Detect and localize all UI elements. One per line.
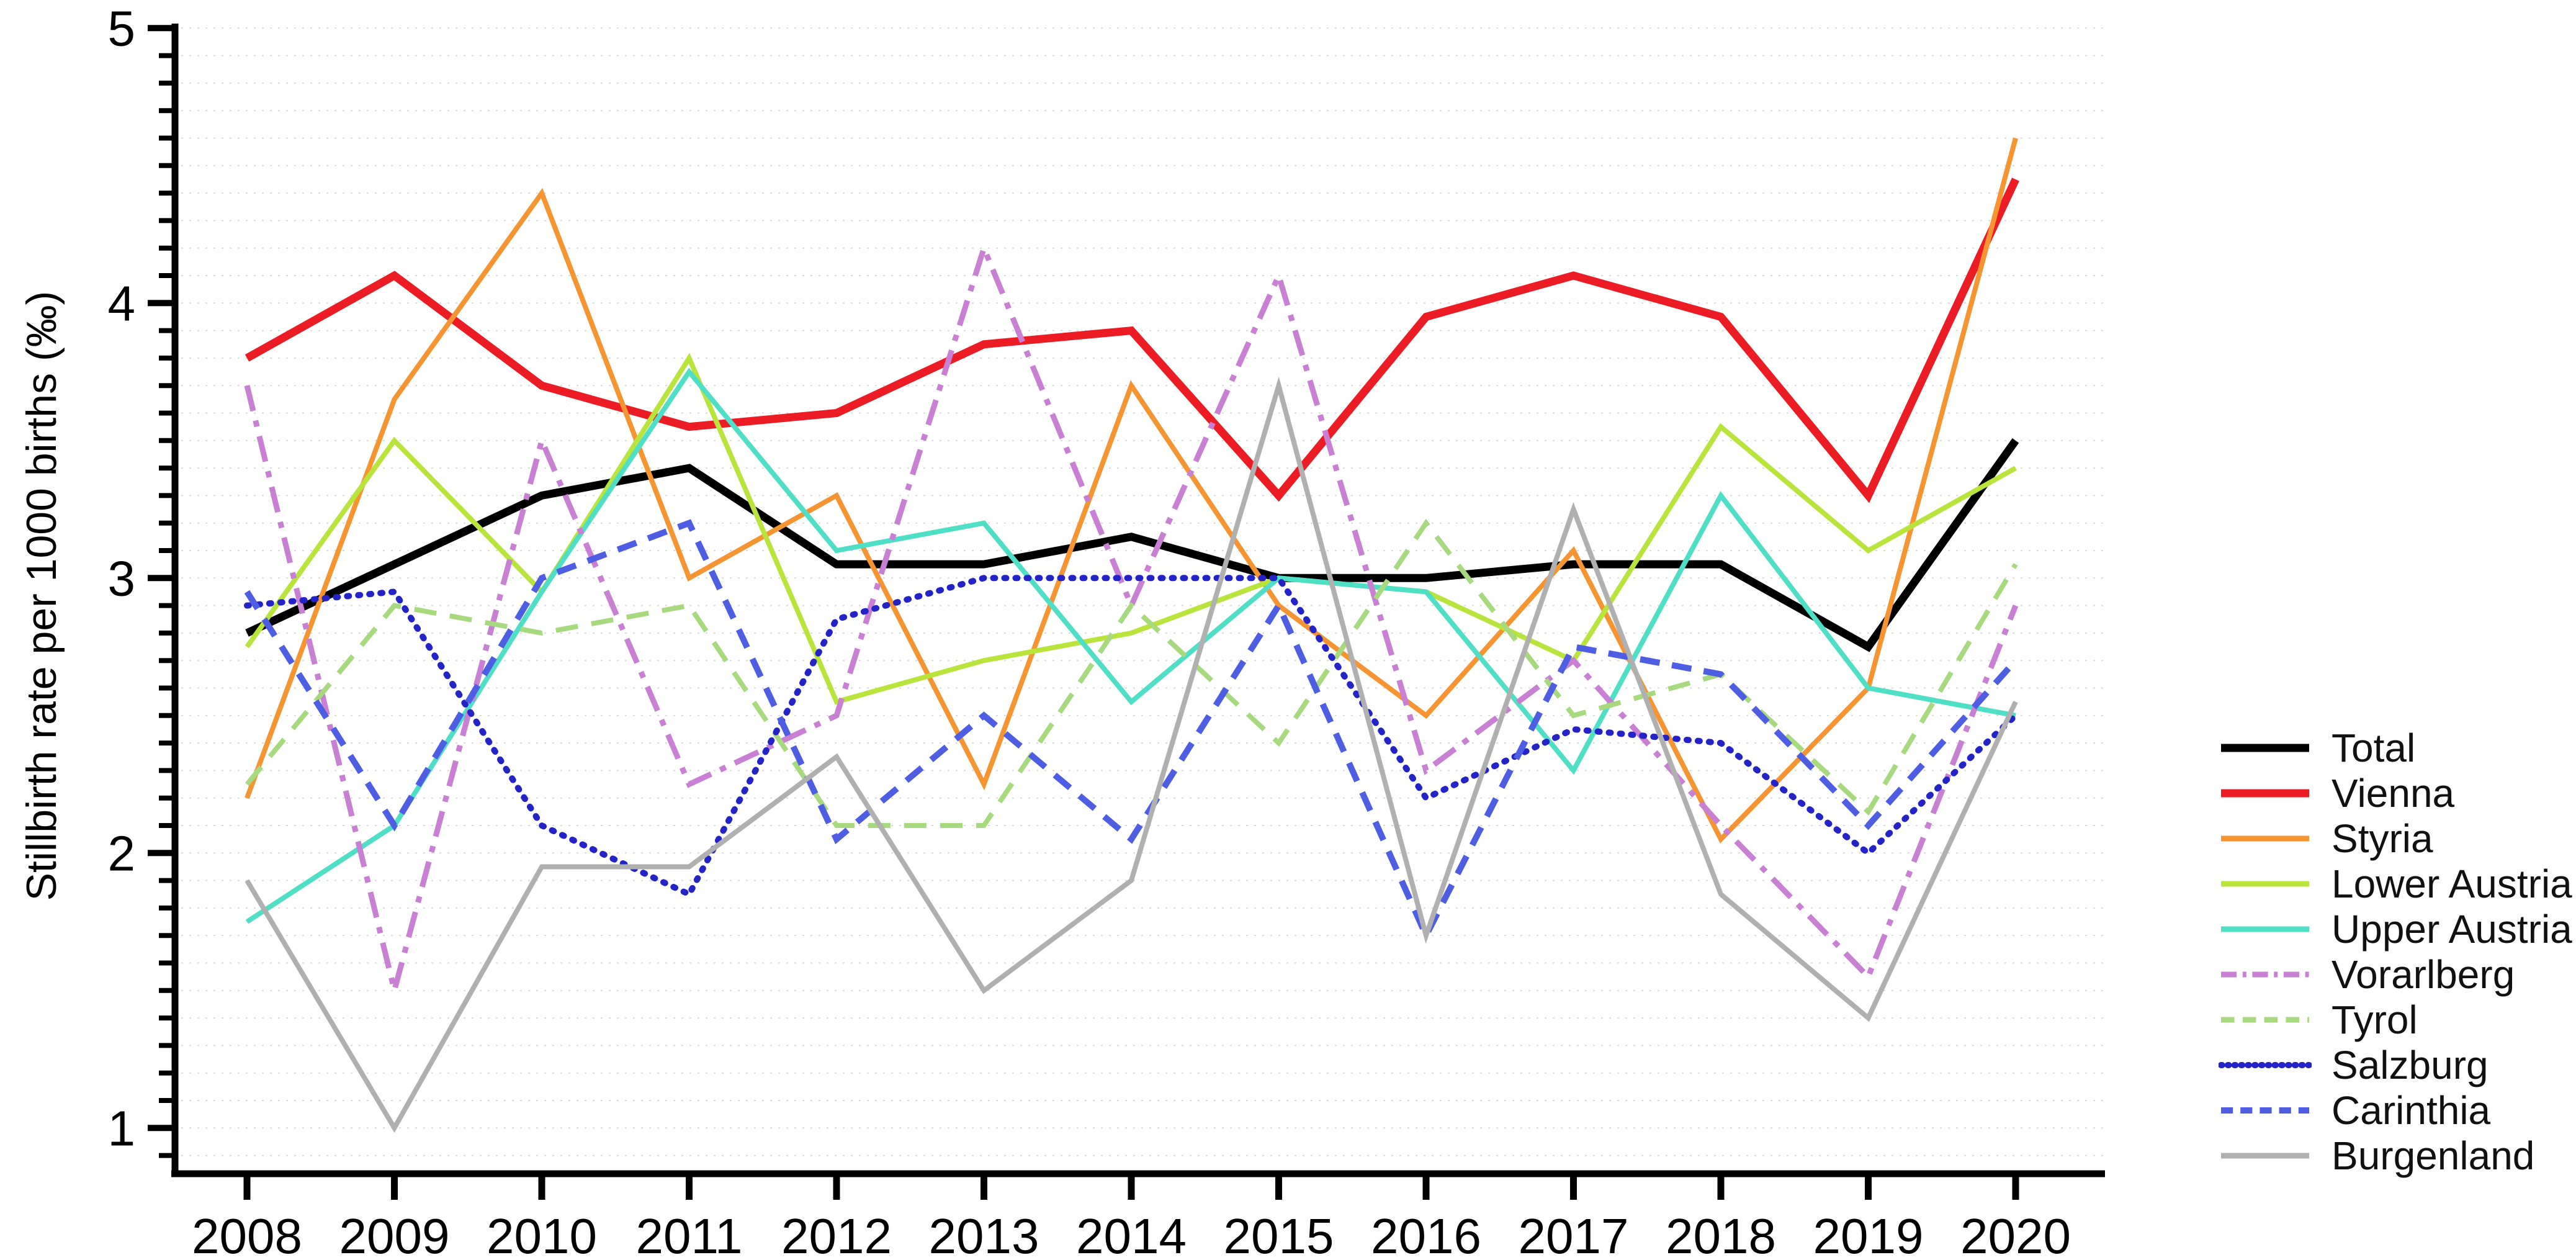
y-tick-label: 5 bbox=[108, 1, 136, 56]
legend-label: Vorarlberg bbox=[2331, 952, 2515, 997]
series-burgenland bbox=[245, 376, 2018, 1133]
legend-line-sample bbox=[2221, 789, 2309, 798]
legend-item-vorarlberg: Vorarlberg bbox=[2219, 952, 2572, 997]
legend-item-upper-austria: Upper Austria bbox=[2219, 906, 2572, 952]
x-tick-label: 2012 bbox=[781, 1208, 892, 1260]
legend-label: Styria bbox=[2331, 816, 2433, 861]
series-upper-austria bbox=[245, 367, 2016, 924]
legend-item-lower-austria: Lower Austria bbox=[2219, 861, 2572, 906]
x-tick-label: 2009 bbox=[339, 1208, 450, 1260]
legend-label: Lower Austria bbox=[2331, 861, 2572, 906]
x-tick-label: 2017 bbox=[1519, 1208, 1629, 1260]
legend: Total Vienna Styria Lower Austria Upper Aust… bbox=[2219, 725, 2572, 1178]
legend-item-burgenland: Burgenland bbox=[2219, 1133, 2572, 1178]
x-tick-label: 2011 bbox=[635, 1208, 742, 1260]
legend-label: Upper Austria bbox=[2331, 906, 2572, 952]
legend-line-sample bbox=[2221, 1017, 2309, 1023]
legend-label: Salzburg bbox=[2331, 1042, 2488, 1087]
x-tick-label: 2015 bbox=[1224, 1208, 1334, 1260]
legend-line-sample bbox=[2219, 1062, 2312, 1068]
legend-label: Vienna bbox=[2331, 770, 2455, 816]
x-tick-label: 2014 bbox=[1076, 1208, 1187, 1260]
x-tick-label: 2008 bbox=[192, 1208, 302, 1260]
x-tick-label: 2019 bbox=[1813, 1208, 1924, 1260]
legend-line-sample bbox=[2221, 744, 2309, 752]
legend-line-sample bbox=[2221, 1107, 2309, 1114]
legend-label: Carinthia bbox=[2331, 1087, 2491, 1133]
legend-label: Total bbox=[2331, 725, 2416, 770]
series-carinthia bbox=[244, 519, 2018, 943]
x-tick-label: 2020 bbox=[1960, 1208, 2071, 1260]
y-axis-title: Stillbirth rate per 1000 births (‰) bbox=[18, 291, 65, 901]
legend-item-vienna: Vienna bbox=[2219, 770, 2572, 816]
series-salzburg bbox=[244, 575, 2019, 899]
legend-item-tyrol: Tyrol bbox=[2219, 997, 2572, 1042]
series-total bbox=[245, 438, 2019, 652]
x-tick-label: 2016 bbox=[1371, 1208, 1481, 1260]
legend-line-sample bbox=[2221, 1153, 2309, 1159]
legend-line-sample bbox=[2221, 881, 2309, 887]
x-tick-label: 2013 bbox=[929, 1208, 1039, 1260]
y-tick-label: 4 bbox=[108, 276, 136, 331]
legend-line-sample bbox=[2221, 835, 2309, 842]
series-styria bbox=[245, 137, 2018, 844]
legend-item-total: Total bbox=[2219, 725, 2572, 770]
y-tick-label: 2 bbox=[108, 826, 136, 881]
legend-label: Burgenland bbox=[2331, 1133, 2535, 1178]
y-tick-label: 3 bbox=[108, 551, 136, 606]
y-tick-label: 1 bbox=[108, 1100, 136, 1156]
legend-line-sample bbox=[2221, 971, 2309, 978]
legend-item-carinthia: Carinthia bbox=[2219, 1087, 2572, 1133]
x-tick-label: 2010 bbox=[487, 1208, 597, 1260]
series-vienna bbox=[245, 178, 2019, 503]
series-lower-austria bbox=[245, 353, 2017, 705]
x-tick-label: 2018 bbox=[1666, 1208, 1776, 1260]
legend-label: Tyrol bbox=[2331, 997, 2418, 1042]
legend-item-styria: Styria bbox=[2219, 816, 2572, 861]
legend-line-sample bbox=[2221, 926, 2309, 932]
legend-item-salzburg: Salzburg bbox=[2219, 1042, 2572, 1087]
